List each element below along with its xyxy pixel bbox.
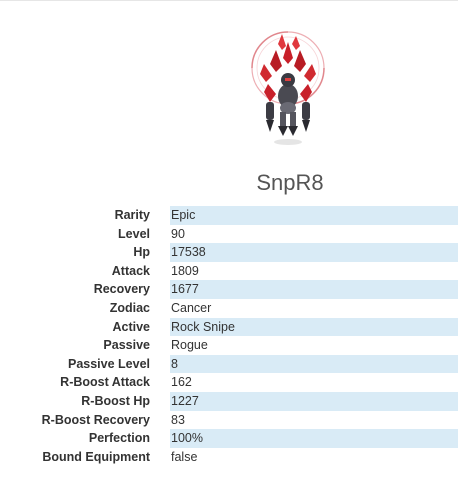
stat-label: Bound Equipment [42, 449, 150, 464]
stat-value: Rogue [171, 338, 208, 353]
stat-label: R-Boost Hp [81, 393, 150, 408]
stat-value: 1227 [170, 391, 458, 411]
stat-value: Epic [170, 206, 458, 225]
stat-label: Rarity [114, 208, 150, 222]
stat-value: 17538 [170, 243, 458, 262]
stat-row-r-boost-recovery: R-Boost Recovery 83 [0, 411, 458, 430]
stat-row-passive: Passive Rogue [0, 336, 458, 355]
stat-label: Hp [133, 245, 150, 260]
stat-label: R-Boost Recovery [41, 412, 150, 427]
stat-value: 90 [171, 226, 185, 241]
stat-label: Passive Level [67, 356, 150, 371]
stat-label: R-Boost Attack [60, 375, 150, 390]
top-divider [0, 0, 458, 1]
stat-label: Level [118, 226, 150, 241]
stat-label: Passive [103, 338, 150, 353]
stat-label: Zodiac [109, 300, 150, 315]
stat-row-bound-equipment: Bound Equipment false [0, 448, 458, 467]
stat-row-attack: Attack 1809 [0, 262, 458, 281]
stat-value: 100% [170, 429, 458, 448]
stat-value: Cancer [171, 300, 212, 315]
monster-name: SnpR8 [256, 170, 324, 195]
stat-row-passive-level: Passive Level 8 [0, 354, 458, 374]
stat-value: 162 [171, 375, 192, 390]
stat-row-r-boost-attack: R-Boost Attack 162 [0, 373, 458, 392]
stat-row-hp: Hp 17538 [0, 243, 458, 262]
stat-value: 8 [170, 354, 458, 374]
stat-value: Rock Snipe [170, 317, 458, 337]
stat-row-recovery: Recovery 1677 [0, 280, 458, 299]
stat-row-rarity: Rarity Epic [0, 206, 458, 225]
stat-label: Recovery [93, 282, 150, 297]
stat-row-perfection: Perfection 100% [0, 429, 458, 448]
stat-row-level: Level 90 [0, 225, 458, 244]
stat-label: Active [112, 319, 150, 334]
stats-table: Rarity Epic Level 90 Hp 17538 Attack 180… [0, 206, 458, 466]
stat-value: 1809 [171, 263, 199, 278]
stat-row-active: Active Rock Snipe [0, 317, 458, 337]
monster-portrait-icon [251, 31, 325, 145]
stat-value: 83 [171, 412, 185, 427]
stat-value: false [171, 449, 198, 464]
stat-row-r-boost-hp: R-Boost Hp 1227 [0, 391, 458, 411]
stat-row-zodiac: Zodiac Cancer [0, 299, 458, 318]
stat-label: Perfection [88, 431, 150, 446]
stat-value: 1677 [170, 280, 458, 299]
stat-label: Attack [111, 263, 150, 278]
